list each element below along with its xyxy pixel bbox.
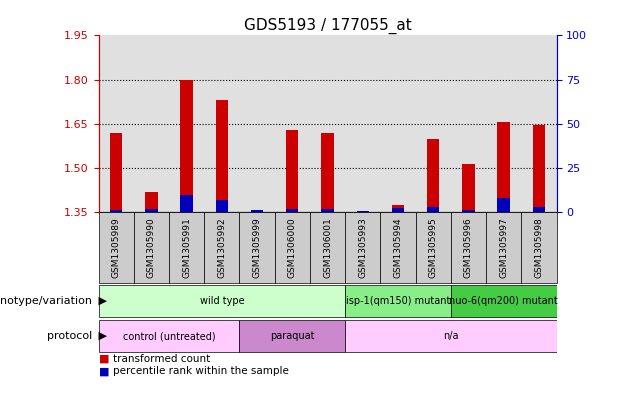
Bar: [451, 285, 556, 316]
Bar: [392, 208, 404, 212]
Bar: [204, 35, 240, 212]
Bar: [345, 212, 380, 283]
Bar: [99, 320, 240, 352]
Bar: [486, 212, 522, 283]
Bar: [204, 212, 240, 283]
Bar: [345, 320, 556, 352]
Bar: [451, 212, 486, 283]
Bar: [497, 122, 510, 212]
Title: GDS5193 / 177055_at: GDS5193 / 177055_at: [244, 18, 411, 34]
Bar: [462, 163, 474, 212]
Text: n/a: n/a: [443, 331, 459, 341]
Text: control (untreated): control (untreated): [123, 331, 216, 341]
Bar: [357, 211, 369, 212]
Text: GSM1306001: GSM1306001: [323, 217, 332, 278]
Bar: [216, 100, 228, 212]
Bar: [181, 195, 193, 212]
Bar: [451, 35, 486, 212]
Bar: [427, 207, 439, 212]
Bar: [462, 209, 474, 212]
Bar: [275, 35, 310, 212]
Bar: [169, 212, 204, 283]
Bar: [357, 211, 369, 212]
Bar: [145, 209, 158, 212]
Bar: [251, 211, 263, 212]
Text: GSM1305998: GSM1305998: [534, 217, 543, 278]
Bar: [240, 212, 275, 283]
Text: transformed count: transformed count: [113, 354, 210, 364]
Text: GSM1305999: GSM1305999: [252, 217, 261, 278]
Text: GSM1305992: GSM1305992: [218, 217, 226, 278]
Bar: [310, 35, 345, 212]
Text: ▶: ▶: [95, 331, 107, 341]
Bar: [110, 211, 122, 212]
Bar: [110, 132, 122, 212]
Text: genotype/variation: genotype/variation: [0, 296, 95, 306]
Bar: [345, 285, 451, 316]
Bar: [427, 138, 439, 212]
Bar: [286, 209, 298, 212]
Bar: [522, 212, 556, 283]
Bar: [169, 35, 204, 212]
Text: GSM1305997: GSM1305997: [499, 217, 508, 278]
Bar: [522, 35, 556, 212]
Bar: [345, 35, 380, 212]
Text: paraquat: paraquat: [270, 331, 315, 341]
Bar: [240, 35, 275, 212]
Text: protocol: protocol: [46, 331, 95, 341]
Bar: [99, 35, 134, 212]
Bar: [134, 35, 169, 212]
Text: GSM1305991: GSM1305991: [182, 217, 191, 278]
Text: ■: ■: [99, 366, 109, 376]
Text: percentile rank within the sample: percentile rank within the sample: [113, 366, 289, 376]
Bar: [145, 192, 158, 212]
Bar: [99, 212, 134, 283]
Text: nuo-6(qm200) mutant: nuo-6(qm200) mutant: [449, 296, 558, 306]
Bar: [380, 212, 415, 283]
Bar: [286, 130, 298, 212]
Bar: [533, 125, 545, 212]
Text: GSM1306000: GSM1306000: [288, 217, 297, 278]
Bar: [216, 200, 228, 212]
Bar: [415, 212, 451, 283]
Text: wild type: wild type: [200, 296, 244, 306]
Text: ▶: ▶: [95, 296, 107, 306]
Text: GSM1305989: GSM1305989: [112, 217, 121, 278]
Text: GSM1305994: GSM1305994: [394, 217, 403, 278]
Text: GSM1305995: GSM1305995: [429, 217, 438, 278]
Bar: [251, 211, 263, 212]
Text: isp-1(qm150) mutant: isp-1(qm150) mutant: [346, 296, 450, 306]
Bar: [486, 35, 522, 212]
Text: ■: ■: [99, 354, 109, 364]
Bar: [134, 212, 169, 283]
Bar: [392, 205, 404, 212]
Bar: [321, 209, 334, 212]
Bar: [181, 79, 193, 212]
Bar: [310, 212, 345, 283]
Bar: [99, 285, 345, 316]
Bar: [275, 212, 310, 283]
Bar: [380, 35, 415, 212]
Bar: [240, 320, 345, 352]
Text: GSM1305990: GSM1305990: [147, 217, 156, 278]
Bar: [321, 132, 334, 212]
Bar: [415, 35, 451, 212]
Bar: [533, 207, 545, 212]
Text: GSM1305996: GSM1305996: [464, 217, 473, 278]
Text: GSM1305993: GSM1305993: [358, 217, 367, 278]
Bar: [497, 198, 510, 212]
